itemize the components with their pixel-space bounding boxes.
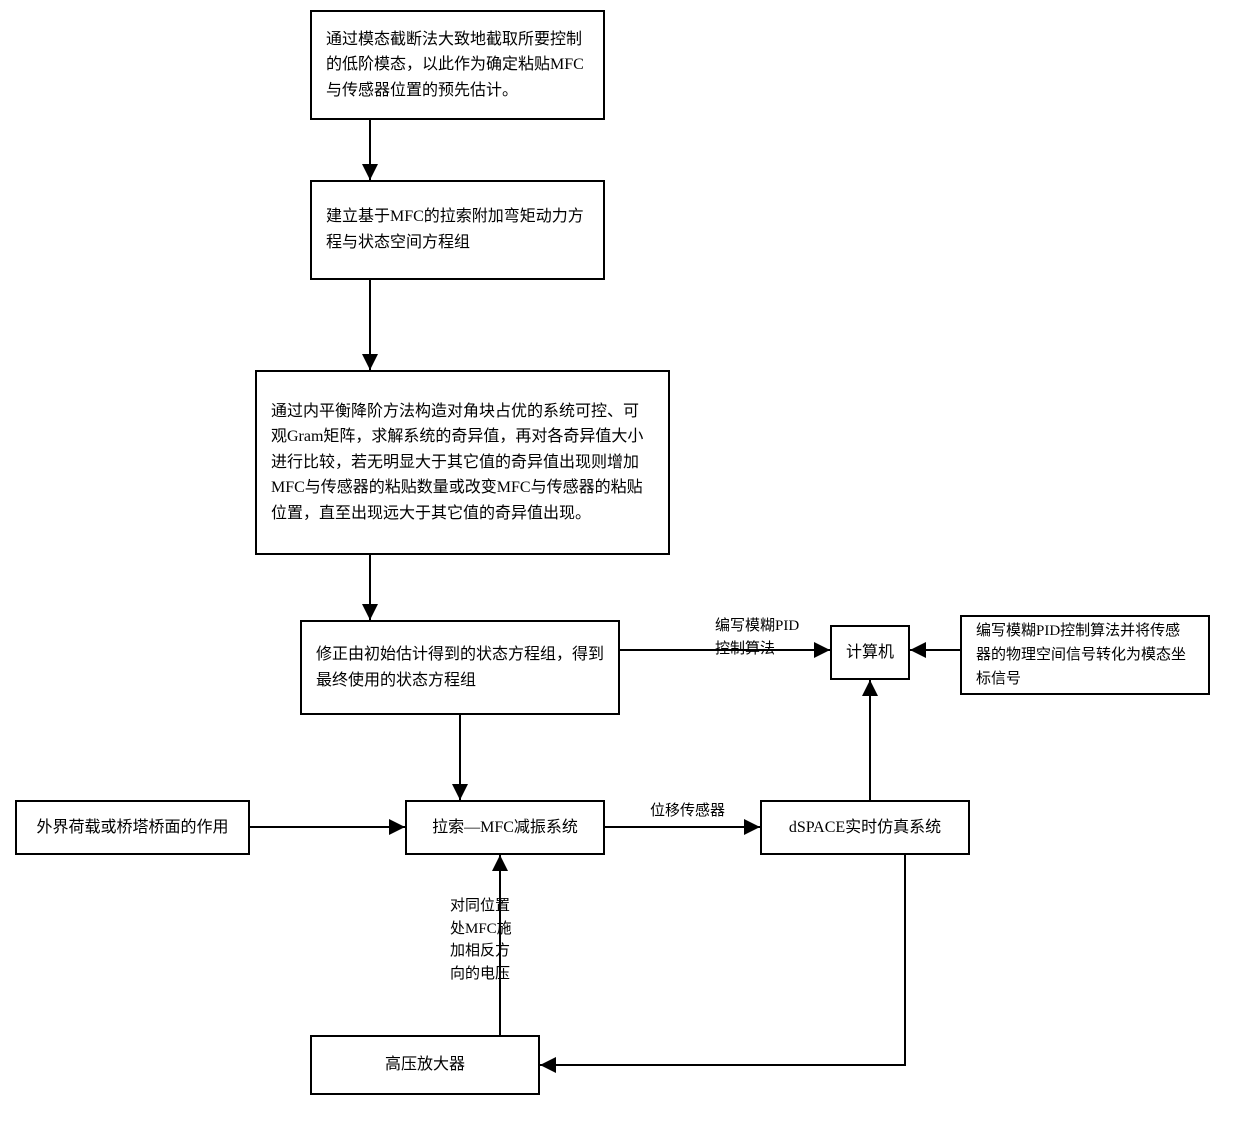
node-n2: 建立基于MFC的拉索附加弯矩动力方程与状态空间方程组 — [310, 180, 605, 280]
edge-label-l1: 编写模糊PID 控制算法 — [715, 615, 799, 660]
node-n9: 编写模糊PID控制算法并将传感器的物理空间信号转化为模态坐标信号 — [960, 615, 1210, 695]
node-n4: 修正由初始估计得到的状态方程组，得到最终使用的状态方程组 — [300, 620, 620, 715]
node-n7: dSPACE实时仿真系统 — [760, 800, 970, 855]
node-n1: 通过模态截断法大致地截取所要控制的低阶模态，以此作为确定粘贴MFC与传感器位置的… — [310, 10, 605, 120]
node-text: 通过内平衡降阶方法构造对角块占优的系统可控、可观Gram矩阵，求解系统的奇异值，… — [271, 399, 654, 527]
node-n3: 通过内平衡降阶方法构造对角块占优的系统可控、可观Gram矩阵，求解系统的奇异值，… — [255, 370, 670, 555]
node-text: 建立基于MFC的拉索附加弯矩动力方程与状态空间方程组 — [326, 204, 589, 255]
node-n5: 外界荷载或桥塔桥面的作用 — [15, 800, 250, 855]
node-text: 高压放大器 — [385, 1052, 465, 1078]
node-text: 拉索—MFC减振系统 — [432, 815, 578, 841]
edge-label-l3: 对同位置 处MFC施 加相反方 向的电压 — [450, 895, 512, 985]
node-text: 编写模糊PID控制算法并将传感器的物理空间信号转化为模态坐标信号 — [976, 619, 1194, 691]
node-text: 通过模态截断法大致地截取所要控制的低阶模态，以此作为确定粘贴MFC与传感器位置的… — [326, 27, 589, 104]
node-n6: 拉索—MFC减振系统 — [405, 800, 605, 855]
node-text: 计算机 — [846, 640, 894, 666]
node-text: 外界荷载或桥塔桥面的作用 — [36, 815, 228, 841]
node-text: 修正由初始估计得到的状态方程组，得到最终使用的状态方程组 — [316, 642, 604, 693]
node-text: dSPACE实时仿真系统 — [789, 815, 941, 841]
node-n8: 计算机 — [830, 625, 910, 680]
node-n10: 高压放大器 — [310, 1035, 540, 1095]
edge-n7-n10 — [540, 855, 905, 1065]
connectors-svg — [0, 0, 1240, 1124]
edge-label-l2: 位移传感器 — [650, 800, 725, 823]
